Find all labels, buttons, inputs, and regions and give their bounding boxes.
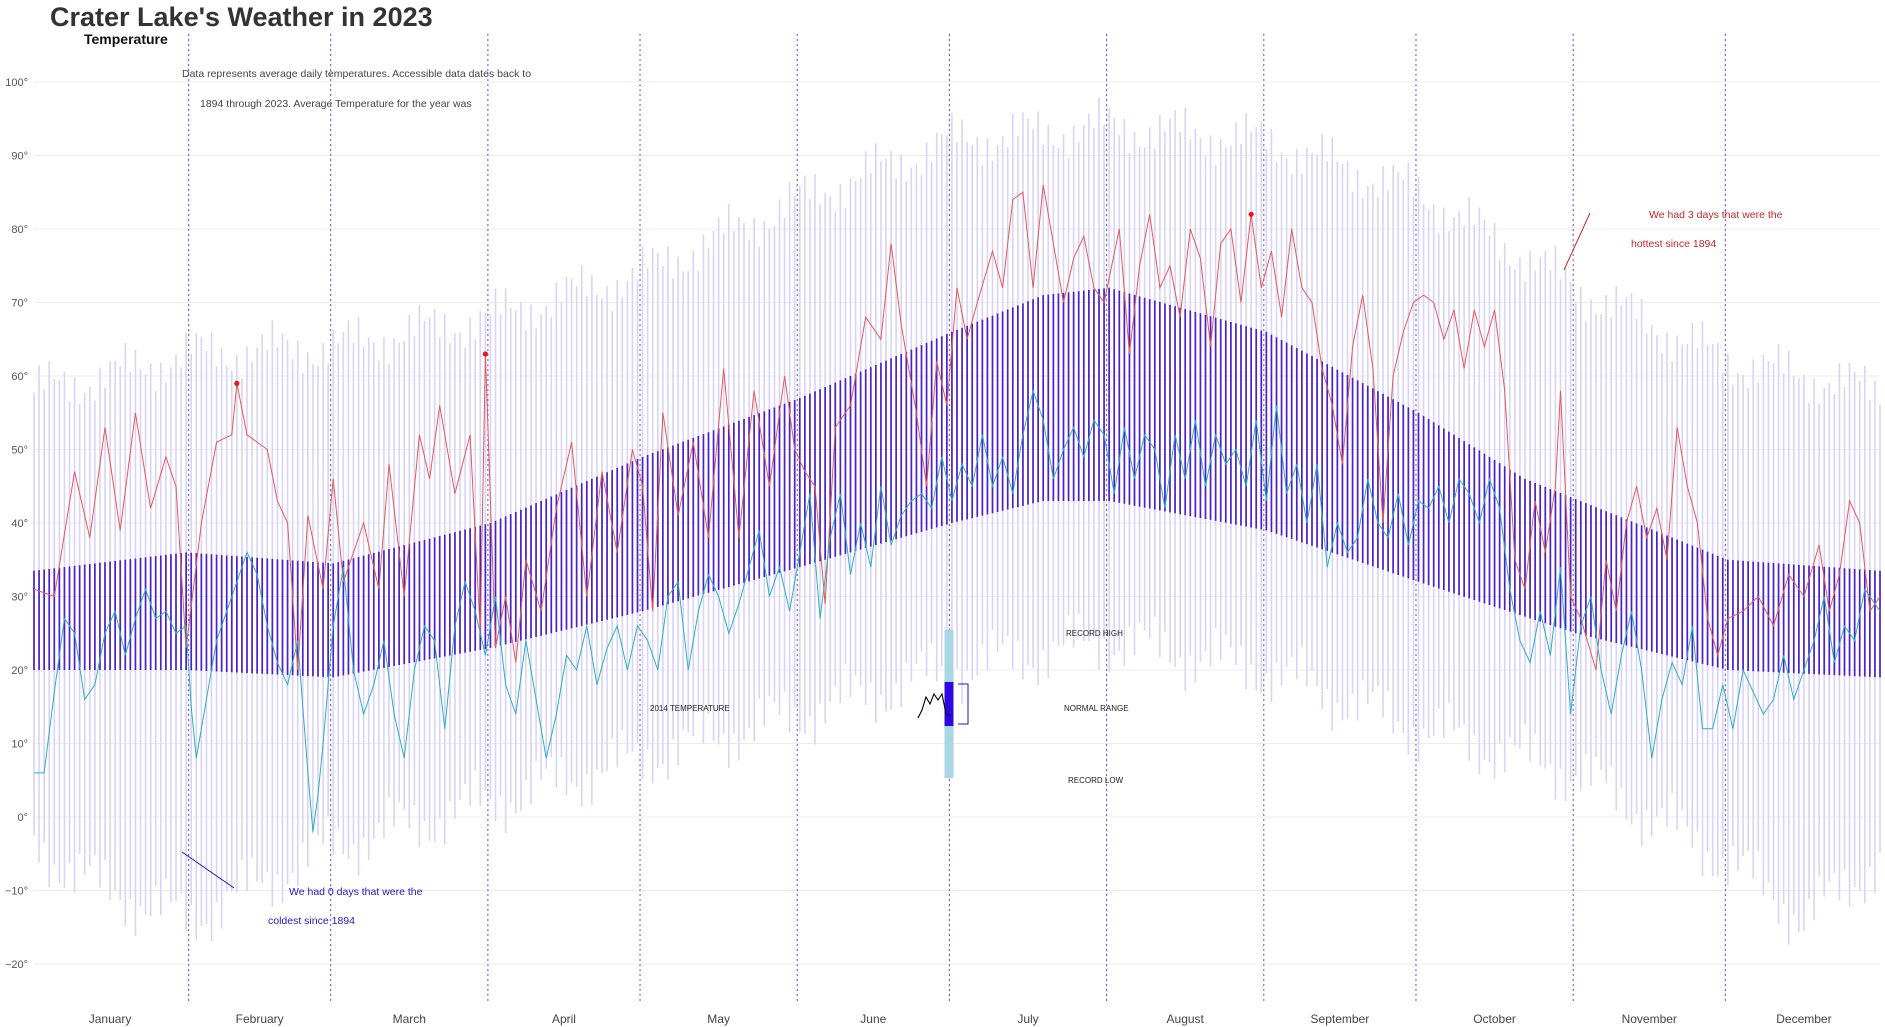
- annotations: We had 0 days that were the coldest since…: [181, 209, 1783, 927]
- cold-annotation-pointer: [181, 851, 235, 889]
- low-temperature-line: [34, 388, 1881, 832]
- legend-normal-range-label: NORMAL RANGE: [1064, 704, 1129, 713]
- temperature-lines: [33, 184, 1881, 832]
- chart-description-line-1: Data represents average daily temperatur…: [182, 68, 531, 80]
- x-tick-label: July: [1017, 1012, 1038, 1026]
- y-tick-label: 100°: [5, 77, 28, 89]
- hot-annotation-pointer: [1563, 212, 1591, 271]
- x-axis: January February March April May June July Augu…: [89, 1012, 1832, 1026]
- cold-annotation-line-1: We had 0 days that were the: [289, 886, 423, 898]
- normal-range-bars: [33, 287, 1881, 678]
- high-temperature-line: [33, 184, 1881, 671]
- y-tick-label: 90°: [11, 151, 28, 163]
- y-tick-label: 40°: [11, 518, 28, 530]
- y-tick-label: 10°: [11, 739, 28, 751]
- legend-record-low-label: RECORD LOW: [1068, 776, 1124, 785]
- hot-annotation-line-1: We had 3 days that were the: [1649, 209, 1783, 221]
- cold-annotation-line-2: coldest since 1894: [268, 915, 355, 927]
- x-tick-label: May: [707, 1012, 730, 1026]
- legend-temperature-sample-line: [917, 692, 952, 719]
- y-tick-label: 20°: [11, 665, 28, 677]
- month-separators: [188, 34, 1726, 1004]
- chart-subtitle: Temperature: [84, 31, 168, 47]
- x-tick-label: June: [860, 1012, 886, 1026]
- y-tick-label: 70°: [11, 298, 28, 310]
- x-tick-label: December: [1776, 1012, 1831, 1026]
- y-tick-label: 80°: [11, 224, 28, 236]
- legend-bracket: [958, 683, 969, 725]
- y-tick-label: −10°: [5, 886, 28, 898]
- legend: RECORD HIGH NORMAL RANGE RECORD LOW 2014 TE…: [650, 629, 1129, 785]
- legend-series-label: 2014 TEMPERATURE: [650, 704, 730, 713]
- record-high-marker: [234, 380, 240, 386]
- y-tick-label: 0°: [17, 812, 28, 824]
- x-tick-label: March: [393, 1012, 426, 1026]
- y-axis: 100° 90° 80° 70° 60° 50° 40° 30° 20° 10° 0° −10° −20…: [5, 77, 28, 971]
- x-tick-label: April: [552, 1012, 576, 1026]
- record-markers: [234, 211, 1254, 386]
- record-high-marker: [1248, 211, 1254, 217]
- y-tick-label: 50°: [11, 445, 28, 457]
- y-tick-label: 30°: [11, 592, 28, 604]
- x-tick-label: September: [1311, 1012, 1370, 1026]
- x-tick-label: October: [1473, 1012, 1516, 1026]
- x-tick-label: August: [1167, 1012, 1205, 1026]
- x-tick-label: February: [236, 1012, 284, 1026]
- legend-record-high-label: RECORD HIGH: [1066, 629, 1123, 638]
- y-tick-label: 60°: [11, 371, 28, 383]
- x-tick-label: November: [1622, 1012, 1677, 1026]
- record-high-marker: [482, 351, 488, 357]
- chart-description-line-2: 1894 through 2023. Average Temperature f…: [200, 98, 472, 110]
- y-tick-label: −20°: [5, 959, 28, 971]
- chart-title: Crater Lake's Weather in 2023: [50, 2, 433, 32]
- legend-normal-range-swatch: [944, 682, 954, 726]
- hot-annotation-line-2: hottest since 1894: [1631, 238, 1716, 250]
- x-tick-label: January: [89, 1012, 132, 1026]
